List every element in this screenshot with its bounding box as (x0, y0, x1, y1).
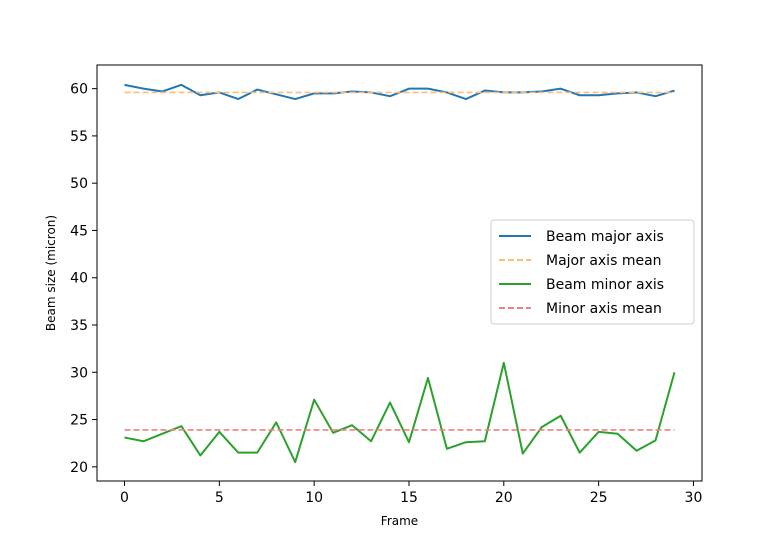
series-line-2 (124, 361, 676, 464)
legend-label-0: Beam major axis (546, 229, 664, 245)
legend-label-1: Major axis mean (546, 253, 662, 269)
legend: Beam major axis Major axis mean Beam minor… (490, 219, 695, 325)
y-tick-label: 60 (70, 82, 88, 98)
legend-label-2: Beam minor axis (546, 277, 664, 293)
x-axis: 0 5 10 15 20 25 30 (120, 481, 702, 506)
y-tick-label: 55 (70, 129, 88, 145)
y-tick-label: 50 (70, 176, 88, 192)
x-tick-label: 5 (215, 490, 224, 506)
series-layer (124, 83, 676, 464)
y-tick-label: 45 (70, 223, 88, 239)
x-tick-label: 25 (590, 490, 608, 506)
x-tick-label: 15 (400, 490, 418, 506)
x-tick-label: 0 (120, 490, 129, 506)
y-tick-label: 20 (70, 460, 88, 476)
y-tick-label: 40 (70, 271, 88, 287)
y-tick-label: 25 (70, 413, 88, 429)
plot-area-frame (96, 64, 703, 482)
x-tick-label: 30 (685, 490, 703, 506)
legend-box (490, 219, 695, 325)
y-axis: 20 25 30 35 40 45 50 55 60 (70, 82, 97, 476)
legend-label-3: Minor axis mean (546, 301, 662, 317)
y-tick-label: 30 (70, 365, 88, 381)
x-tick-label: 10 (305, 490, 323, 506)
y-tick-label: 35 (70, 318, 88, 334)
x-tick-label: 20 (495, 490, 513, 506)
x-axis-title: Frame (381, 514, 418, 528)
y-axis-title: Beam size (micron) (44, 215, 58, 331)
